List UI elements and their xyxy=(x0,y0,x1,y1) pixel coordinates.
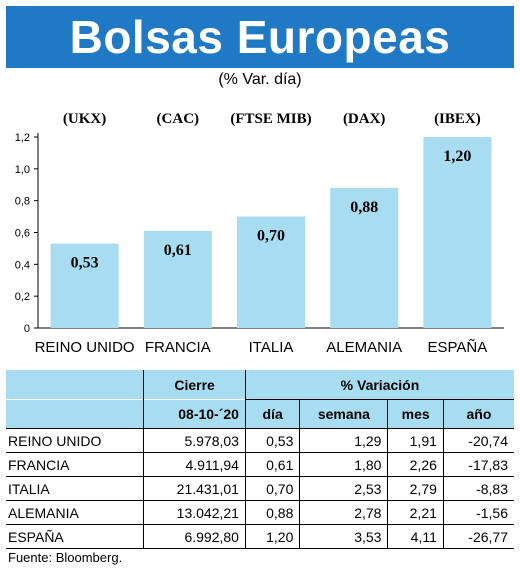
table-row: REINO UNIDO 5.978,03 0,53 1,29 1,91 -20,… xyxy=(6,428,514,453)
bar xyxy=(237,216,305,328)
header-cierre: Cierre xyxy=(143,370,246,400)
bar-chart: 0 0,2 0,4 0,6 0,8 1,0 1,2 0,53 (UKX) REINO UNIDO 0… xyxy=(15,111,504,356)
row-mes: 2,26 xyxy=(387,452,444,477)
bar-value-label: 0,61 xyxy=(164,242,192,259)
source-note: Fuente: Bloomberg. xyxy=(8,550,123,565)
bar xyxy=(143,230,212,328)
chart-subtitle: (% Var. día) xyxy=(218,71,302,88)
y-tick-label: 0 xyxy=(24,323,30,335)
header-anio: año xyxy=(442,399,514,429)
row-anio: -20,74 xyxy=(442,428,514,453)
data-table: Cierre % Variación 08-10-´20 día semana … xyxy=(6,370,514,549)
index-label: (DAX) xyxy=(343,111,386,127)
header-semana: semana xyxy=(299,399,388,429)
row-country: FRANCIA xyxy=(6,452,144,477)
x-tick-label: FRANCIA xyxy=(145,339,211,356)
table-row: FRANCIA 4.911,94 0,61 1,80 2,26 -17,83 xyxy=(6,452,514,477)
row-mes: 2,21 xyxy=(387,500,444,525)
index-label: (FTSE MIB) xyxy=(230,111,311,127)
row-anio: -1,56 xyxy=(442,500,514,525)
header-variacion: % Variación xyxy=(244,370,514,400)
row-semana: 3,53 xyxy=(299,524,388,549)
row-dia: 1,20 xyxy=(244,524,300,549)
x-tick-label: REINO UNIDO xyxy=(35,339,135,356)
index-label: (CAC) xyxy=(157,111,200,127)
chart-title: Bolsas Europeas xyxy=(6,6,514,68)
row-dia: 0,70 xyxy=(244,476,300,501)
table-row: ESPAÑA 6.992,80 1,20 3,53 4,11 -26,77 xyxy=(6,524,514,549)
table-corner-2 xyxy=(6,399,144,429)
row-anio: -8,83 xyxy=(442,476,514,501)
row-country: ITALIA xyxy=(6,476,144,501)
row-country: ESPAÑA xyxy=(6,524,144,549)
header-mes: mes xyxy=(387,399,444,429)
row-country: REINO UNIDO xyxy=(6,428,144,453)
header-dia: día xyxy=(244,399,300,429)
x-tick-label: ESPAÑA xyxy=(428,339,488,356)
y-tick-label: 1,2 xyxy=(15,132,30,144)
table-corner xyxy=(6,370,144,400)
bar xyxy=(423,137,492,328)
y-tick-label: 0,2 xyxy=(15,291,30,303)
y-tick-label: 0,6 xyxy=(15,228,30,240)
row-semana: 2,53 xyxy=(299,476,388,501)
bar-value-label: 0,53 xyxy=(71,255,99,272)
row-mes: 2,79 xyxy=(387,476,444,501)
row-cierre: 13.042,21 xyxy=(143,500,246,525)
row-cierre: 5.978,03 xyxy=(143,428,246,453)
row-country: ALEMANIA xyxy=(6,500,144,525)
row-dia: 0,88 xyxy=(244,500,300,525)
row-semana: 2,78 xyxy=(299,500,388,525)
row-semana: 1,80 xyxy=(299,452,388,477)
row-dia: 0,61 xyxy=(244,452,300,477)
row-anio: -17,83 xyxy=(442,452,514,477)
index-label: (UKX) xyxy=(63,111,106,127)
bar-value-label: 0,88 xyxy=(350,199,378,216)
table-row: ITALIA 21.431,01 0,70 2,53 2,79 -8,83 xyxy=(6,476,514,501)
row-semana: 1,29 xyxy=(299,428,388,453)
row-dia: 0,53 xyxy=(244,428,300,453)
x-tick-label: ITALIA xyxy=(249,339,294,356)
row-cierre: 4.911,94 xyxy=(143,452,246,477)
y-tick-label: 0,4 xyxy=(15,259,30,271)
y-tick-label: 1,0 xyxy=(15,164,30,176)
row-cierre: 6.992,80 xyxy=(143,524,246,549)
bar xyxy=(50,243,119,328)
row-mes: 1,91 xyxy=(387,428,444,453)
row-cierre: 21.431,01 xyxy=(143,476,246,501)
bar-value-label: 0,70 xyxy=(257,228,285,245)
x-tick-label: ALEMANIA xyxy=(326,339,402,356)
row-anio: -26,77 xyxy=(442,524,514,549)
table-row: ALEMANIA 13.042,21 0,88 2,78 2,21 -1,56 xyxy=(6,500,514,525)
bar xyxy=(330,187,399,328)
bar-value-label: 1,20 xyxy=(443,148,471,165)
y-tick-label: 0,8 xyxy=(15,196,30,208)
header-date: 08-10-´20 xyxy=(143,399,246,429)
row-mes: 4,11 xyxy=(387,524,444,549)
index-label: (IBEX) xyxy=(434,111,481,127)
